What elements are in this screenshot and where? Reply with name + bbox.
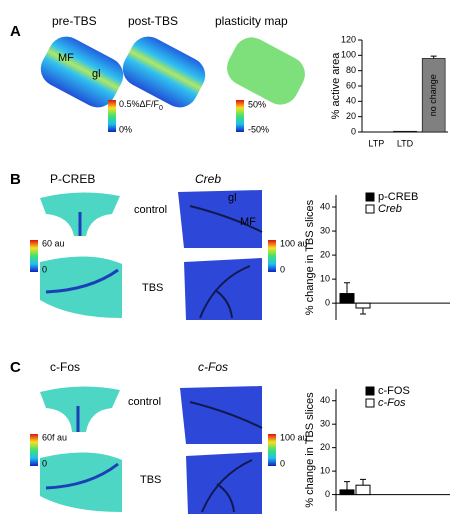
annotation: gl: [92, 68, 101, 80]
legend-swatch: [365, 398, 375, 408]
annotation: MF: [58, 52, 74, 64]
panel-label: C: [10, 359, 21, 376]
legend-swatch: [365, 386, 375, 396]
image-title: pre-TBS: [52, 14, 97, 28]
y-tick-label: 0: [325, 298, 330, 308]
row-label: control: [134, 204, 167, 216]
legend-label: p-CREB: [378, 191, 418, 203]
colorbar-label: 0: [280, 458, 285, 468]
panel-label: B: [10, 171, 21, 188]
legend-label: c-Fos: [378, 397, 406, 409]
colorbar: [30, 240, 38, 272]
colorbar-label: 0%: [119, 124, 132, 134]
colorbar-label: 0: [280, 264, 285, 274]
y-axis-label: % change in TBS slices: [304, 199, 316, 315]
y-tick-label: 10: [320, 274, 330, 284]
y-tick-label: 20: [320, 249, 330, 259]
y-tick-label: 60: [346, 80, 356, 90]
row-label: control: [128, 396, 161, 408]
bar: [393, 130, 417, 133]
y-tick-label: 20: [346, 111, 356, 121]
y-tick-label: 10: [320, 465, 330, 475]
error-bar: [344, 282, 350, 294]
panel-label: A: [10, 23, 21, 40]
category-label: LTD: [397, 138, 414, 148]
error-bar: [360, 478, 366, 486]
y-tick-label: 40: [320, 395, 330, 405]
image-title: P-CREB: [50, 172, 95, 186]
legend-swatch: [365, 204, 375, 214]
colorbar-label: 0: [42, 264, 47, 274]
colorbar: [268, 434, 276, 466]
image-title: c-Fos: [50, 360, 80, 374]
y-tick-label: 30: [320, 419, 330, 429]
image-title: c-Fos: [198, 360, 228, 374]
colorbar: [268, 240, 276, 272]
bar: [339, 489, 355, 496]
colorbar-label: 0: [42, 458, 47, 468]
image-title: post-TBS: [128, 14, 178, 28]
image-title: plasticity map: [215, 14, 288, 28]
colorbar-label: 60f au: [42, 432, 67, 442]
error-bar: [344, 481, 350, 490]
legend-label: Creb: [378, 203, 402, 215]
bar: [355, 484, 371, 496]
row-label: TBS: [140, 474, 161, 486]
colorbar: [30, 434, 38, 466]
colorbar-label: 0.5%ΔF/F0: [119, 99, 163, 112]
y-tick-label: 0: [325, 489, 330, 499]
colorbar-label: -50%: [248, 124, 269, 134]
colorbar: [108, 100, 116, 132]
y-axis-label: % active area: [330, 52, 342, 120]
bar: [339, 293, 355, 304]
annotation: gl: [228, 192, 237, 204]
legend-swatch: [365, 192, 375, 202]
colorbar-label: 100 au: [280, 238, 308, 248]
colorbar-label: 100 au: [280, 432, 308, 442]
y-tick-label: 40: [346, 96, 356, 106]
row-label: TBS: [142, 282, 163, 294]
y-tick-label: 80: [346, 65, 356, 75]
error-bar: [430, 55, 437, 59]
y-tick-label: 20: [320, 442, 330, 452]
bar: [355, 302, 371, 309]
slice-image: [40, 386, 263, 514]
image-title: Creb: [195, 172, 221, 186]
colorbar-label: 50%: [248, 99, 266, 109]
y-tick-label: 0: [351, 126, 356, 136]
colorbar: [236, 100, 244, 132]
category-label: LTP: [368, 138, 384, 148]
annotation: MF: [240, 216, 256, 228]
colorbar-label: 60 au: [42, 238, 65, 248]
error-bar: [360, 307, 366, 315]
slice-image: [40, 36, 305, 108]
category-label: no change: [428, 74, 438, 116]
y-axis-label: % change in TBS slices: [304, 392, 316, 508]
legend-label: c-FOS: [378, 385, 410, 397]
y-tick-label: 30: [320, 225, 330, 235]
y-tick-label: 40: [320, 201, 330, 211]
slice-image: [40, 190, 263, 320]
y-tick-label: 100: [341, 50, 356, 60]
y-tick-label: 120: [341, 34, 356, 44]
